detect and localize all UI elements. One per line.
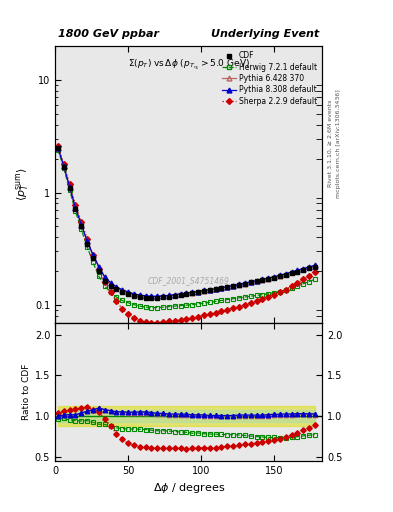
X-axis label: $\Delta\phi$ / degrees: $\Delta\phi$ / degrees — [152, 481, 225, 495]
Text: Underlying Event: Underlying Event — [211, 29, 320, 39]
Legend: CDF, Herwig 7.2.1 default, Pythia 6.428 370, Pythia 8.308 default, Sherpa 2.2.9 : CDF, Herwig 7.2.1 default, Pythia 6.428 … — [220, 50, 318, 107]
Text: Rivet 3.1.10, ≥ 2.6M events: Rivet 3.1.10, ≥ 2.6M events — [328, 100, 333, 187]
Y-axis label: Ratio to CDF: Ratio to CDF — [22, 364, 31, 420]
Text: 1800 GeV ppbar: 1800 GeV ppbar — [58, 29, 159, 39]
Text: mcplots.cern.ch [arXiv:1306.3436]: mcplots.cern.ch [arXiv:1306.3436] — [336, 89, 341, 198]
Text: $\Sigma(p_T)\ \mathrm{vs}\,\Delta\phi\ (p_{T_{\eta_1}} > 5.0\ \mathrm{GeV})$: $\Sigma(p_T)\ \mathrm{vs}\,\Delta\phi\ (… — [128, 57, 250, 72]
Text: CDF_2001_S4751469: CDF_2001_S4751469 — [148, 276, 230, 286]
Y-axis label: $\langle p_T^{\rm sum}\rangle$: $\langle p_T^{\rm sum}\rangle$ — [14, 167, 31, 201]
